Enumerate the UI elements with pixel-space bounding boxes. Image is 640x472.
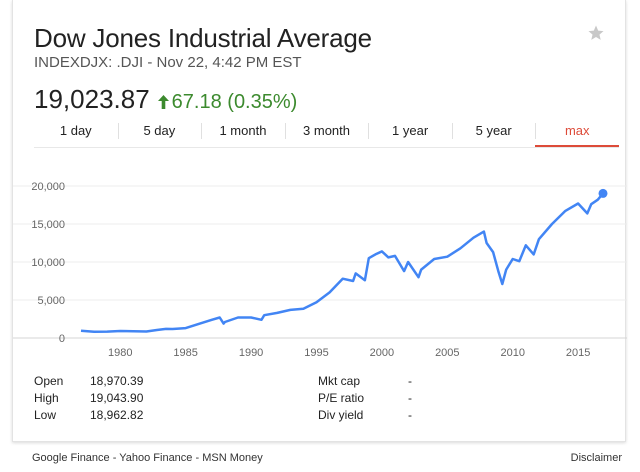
stat-value: 19,043.90: [90, 391, 144, 405]
stat-value: -: [408, 391, 412, 405]
source-links[interactable]: Google Finance - Yahoo Finance - MSN Mon…: [32, 452, 263, 464]
tab-1-year[interactable]: 1 year: [368, 121, 452, 147]
x-tick-label: 1990: [239, 347, 263, 359]
stats-row: Open 18,970.39 Mkt cap -: [34, 373, 594, 390]
x-tick-label: 1995: [304, 347, 328, 359]
tab-3-month[interactable]: 3 month: [284, 121, 369, 147]
x-tick-label: 2000: [370, 347, 394, 359]
y-tick-label: 5,000: [37, 295, 65, 307]
stat-label: High: [34, 391, 59, 405]
stat-value: -: [408, 408, 412, 422]
price-chart[interactable]: 0 5,000 10,000 15,000 20,000 1980 1985 1990 1995…: [13, 160, 627, 370]
stats-table: Open 18,970.39 Mkt cap - High 19,043.90 …: [34, 373, 594, 424]
price-change: 67.18 (0.35%): [157, 91, 298, 114]
x-tick-label: 2010: [500, 347, 524, 359]
stat-value: -: [408, 374, 412, 388]
arrow-up-icon: [157, 95, 169, 109]
stat-value: 18,970.39: [90, 374, 144, 388]
stat-label: P/E ratio: [318, 391, 365, 405]
stat-label: Div yield: [318, 408, 364, 422]
stat-label: Open: [34, 374, 64, 388]
price-change-value: 67.18 (0.35%): [171, 91, 298, 113]
stat-value: 18,962.82: [90, 408, 144, 422]
x-tick-label: 1980: [108, 347, 132, 359]
stat-label: Low: [34, 408, 57, 422]
series-line: [80, 192, 604, 334]
stat-label: Mkt cap: [318, 374, 361, 388]
tab-5-year[interactable]: 5 year: [451, 121, 536, 147]
tab-5-day[interactable]: 5 day: [117, 121, 202, 147]
finance-card: Dow Jones Industrial Average INDEXDJX: .…: [12, 0, 627, 442]
stats-row: High 19,043.90 P/E ratio -: [34, 390, 594, 407]
price-row: 19,023.87 67.18 (0.35%): [34, 84, 297, 115]
y-tick-label: 10,000: [31, 257, 65, 269]
star-icon[interactable]: [587, 24, 605, 42]
tab-1-month[interactable]: 1 month: [201, 121, 285, 147]
disclaimer-link[interactable]: Disclaimer: [570, 452, 622, 464]
x-tick-label: 2005: [435, 347, 459, 359]
x-tick-label: 2015: [566, 347, 590, 359]
last-point-marker: [598, 188, 608, 198]
stats-row: Low 18,962.82 Div yield -: [34, 407, 594, 424]
y-tick-label: 0: [59, 333, 65, 345]
tab-max[interactable]: max: [535, 121, 620, 147]
tab-1-day[interactable]: 1 day: [59, 123, 92, 138]
x-tick-label: 1985: [173, 347, 197, 359]
current-price: 19,023.87: [34, 84, 150, 114]
ticker-subtitle: INDEXDJX: .DJI - Nov 22, 4:42 PM EST: [34, 54, 302, 71]
range-tabs: 1 day 5 day 1 month 3 month 1 year 5 yea…: [34, 121, 620, 148]
y-tick-label: 20,000: [31, 181, 65, 193]
y-tick-label: 15,000: [31, 219, 65, 231]
page-title: Dow Jones Industrial Average: [34, 23, 372, 53]
